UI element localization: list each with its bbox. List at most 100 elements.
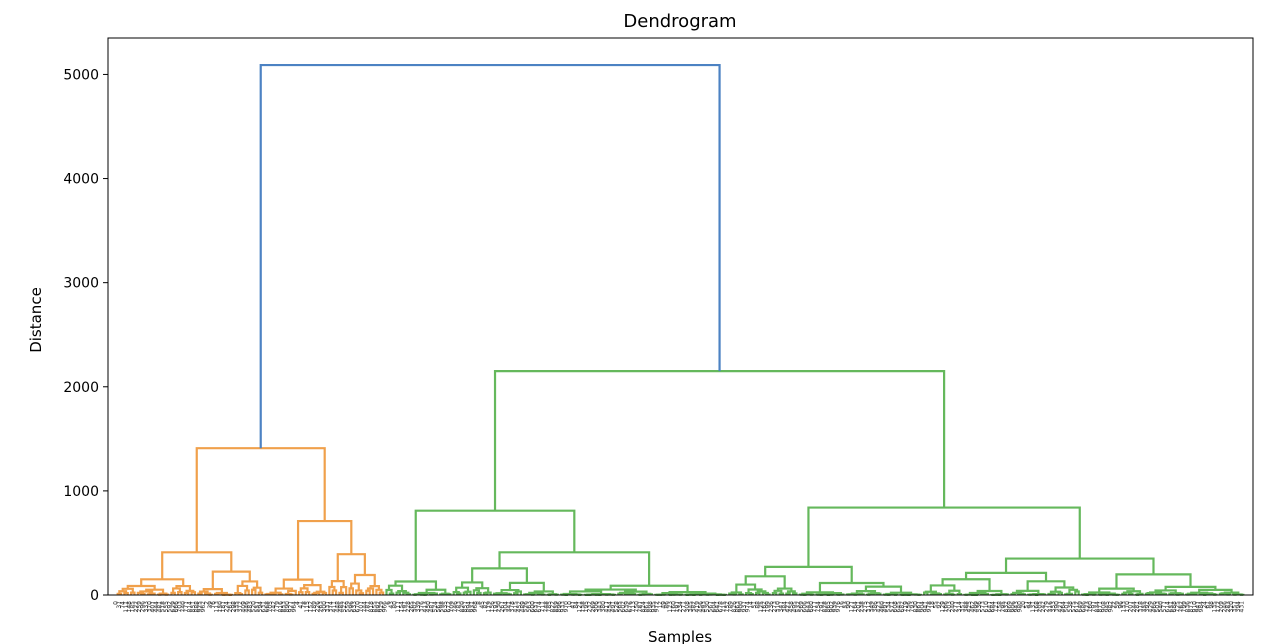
leaf-label: 123: [667, 601, 674, 613]
leaf-label: 150: [217, 601, 224, 613]
leaf-label: 715: [721, 601, 728, 613]
leaf-label: 723: [1084, 601, 1091, 613]
leaf-label: 984: [1198, 601, 1205, 613]
leaf-label: 853: [281, 601, 288, 613]
dendrogram-link: [472, 589, 480, 595]
leaf-label: 117: [395, 601, 402, 613]
leaf-label: 415: [513, 601, 520, 613]
leaf-label: 869: [1006, 601, 1013, 613]
leaf-label: 906: [1010, 601, 1017, 613]
leaf-label: 859: [553, 601, 560, 613]
dendrogram-link: [964, 571, 1048, 582]
dendrogram-link: [791, 592, 798, 595]
leaf-label: 394: [1235, 601, 1242, 613]
leaf-label: 826: [731, 601, 738, 613]
dendrogram-link: [513, 592, 519, 595]
leaf-label: 789: [728, 601, 735, 613]
leaf-label: 261: [227, 601, 234, 613]
leaf-label: 162: [761, 601, 768, 613]
dendrogram-link: [778, 592, 785, 595]
leaf-label: 240: [949, 601, 956, 613]
leaf-label: 612: [1074, 601, 1081, 613]
dendrogram-link: [805, 591, 835, 594]
leaf-label: 713: [630, 601, 637, 613]
leaf-label: 55: [933, 601, 940, 609]
leaf-label: 742: [271, 601, 278, 613]
leaf-label: 74: [119, 601, 126, 609]
leaf-label: 791: [818, 601, 825, 613]
dendrogram-link: [417, 591, 436, 595]
leaf-label: 725: [1174, 601, 1181, 613]
leaf-label: 762: [1178, 601, 1185, 613]
leaf-label: 234: [677, 601, 684, 613]
leaf-label: 164: [852, 601, 859, 613]
leaf-label: 855: [371, 601, 378, 613]
leaf-label: 888: [193, 601, 200, 613]
leaf-label: 818: [368, 601, 375, 613]
leaf-label: 43: [388, 601, 395, 609]
dendrogram-link: [198, 590, 209, 594]
leaf-label: 865: [825, 601, 832, 613]
dendrogram-link: [402, 591, 410, 595]
dendrogram-link: [1004, 557, 1155, 575]
leaf-label: 45: [479, 601, 486, 609]
leaf-label: 538: [1067, 601, 1074, 613]
leaf-label: 448: [334, 601, 341, 613]
leaf-label: 347: [778, 601, 785, 613]
leaf-label: 873: [1188, 601, 1195, 613]
leaf-label: 822: [549, 601, 556, 613]
leaf-label: 429: [1148, 601, 1155, 613]
leaf-label: 592: [166, 601, 173, 613]
leaf-label: 522: [341, 601, 348, 613]
leaf-label: 575: [1070, 601, 1077, 613]
dendrogram-link: [455, 592, 462, 595]
leaf-label: 230: [496, 601, 503, 613]
leaf-label: 947: [1195, 601, 1202, 613]
leaf-label: 797: [1090, 601, 1097, 613]
leaf-label: 604: [711, 601, 718, 613]
dendrogram-link: [761, 591, 769, 595]
leaf-label: 115: [304, 601, 311, 613]
dendrogram-link: [1223, 591, 1240, 595]
leaf-label: 263: [318, 601, 325, 613]
leaf-label: 902: [828, 601, 835, 613]
dendrogram-link: [234, 591, 242, 595]
leaf-label: 680: [808, 601, 815, 613]
leaf-label: 18: [929, 601, 936, 609]
leaf-label: 386: [872, 601, 879, 613]
leaf-label: 857: [462, 601, 469, 613]
dendrogram-link: [776, 587, 793, 592]
leaf-label: 678: [718, 601, 725, 613]
leaf-label: 649: [1077, 601, 1084, 613]
leaf-label: 14: [748, 601, 755, 609]
leaf-label: 59: [1114, 601, 1121, 609]
leaf-label: 207: [1127, 601, 1134, 613]
leaf-label: 304: [502, 601, 509, 613]
leaf-label: 485: [338, 601, 345, 613]
leaf-label: 894: [465, 601, 472, 613]
dendrogram-link: [484, 591, 492, 595]
leaf-label: 238: [859, 601, 866, 613]
dendrogram-link: [1065, 592, 1074, 596]
dendrogram-link: [250, 588, 257, 595]
dendrogram-link: [747, 588, 763, 594]
leaf-label: 491: [610, 601, 617, 613]
leaf-label: 532: [795, 601, 802, 613]
leaf-label: 746: [452, 601, 459, 613]
leaf-label: 166: [943, 601, 950, 613]
leaf-label: 754: [815, 601, 822, 613]
leaf-label: 246: [1222, 601, 1229, 613]
dendrogram-link: [1049, 590, 1062, 594]
leaf-label: 259: [136, 601, 143, 613]
dendrogram-link: [1074, 590, 1080, 595]
leaf-label: 24: [1201, 601, 1208, 609]
dendrogram-link: [661, 591, 678, 595]
leaf-label: 719: [902, 601, 909, 613]
leaf-label: 594: [257, 601, 264, 613]
leaf-label: 752: [724, 601, 731, 613]
dendrogram-link: [387, 584, 404, 592]
leaf-label: 411: [331, 601, 338, 613]
leaf-label: 39: [207, 601, 214, 609]
leaf-label: 785: [546, 601, 553, 613]
leaf-label: 748: [543, 601, 550, 613]
